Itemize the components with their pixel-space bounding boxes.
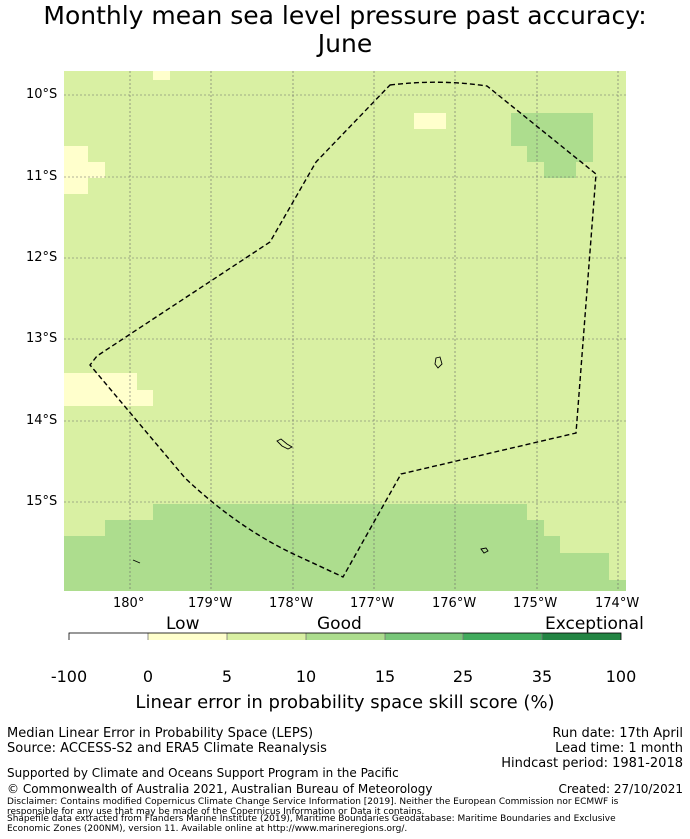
colorbar-bin [385,633,463,640]
lon-label: 174°W [595,596,640,611]
copyright-text: © Commonwealth of Australia 2021, Austra… [7,782,433,796]
lon-label: 177°W [350,596,395,611]
eez-boundary [89,81,597,578]
island-shape [276,438,293,450]
lon-label: 179°W [188,596,233,611]
green-region-south [64,504,626,591]
hindcast-period: Hindcast period: 1981-2018 [501,756,683,771]
low-cell [64,146,88,162]
colorbar-category-low: Low [166,614,200,634]
colorbar-label: Linear error in probability space skill … [135,692,555,713]
colorbar-tick: -100 [50,667,88,686]
low-cell [64,178,88,194]
disclaimer-text: Disclaimer: Contains modified Copernicus… [7,797,619,817]
lat-label: 14°S [26,413,58,428]
lat-label: 11°S [26,169,58,184]
colorbar-tick: 0 [142,667,154,686]
colorbar-tick: 35 [531,667,553,686]
green-cell [609,580,626,591]
colorbar-bin [542,633,621,640]
low-cell [64,162,105,178]
low-cell [153,71,170,80]
lead-time: Lead time: 1 month [555,741,683,756]
colorbar-bin [69,633,148,640]
lat-label: 15°S [26,494,58,509]
lon-label: 180° [113,596,145,611]
low-cell [64,390,153,406]
colorbar-frame [68,632,622,640]
islands [132,356,489,564]
created-date: Created: 27/10/2021 [558,782,683,796]
lat-label: 12°S [26,250,58,265]
colorbar [68,632,622,640]
title-line-2: June [317,29,373,58]
colorbar-tick: 25 [452,667,474,686]
island-shape [480,547,489,554]
colorbar-bin [463,633,542,640]
source-text: Source: ACCESS-S2 and ERA5 Climate Reana… [7,741,327,756]
colorbar-tick: 100 [605,667,637,686]
gridlines [64,71,626,591]
shapefile-credit: Shapefile data extracted from Flanders M… [7,814,616,834]
colorbar-tick: 15 [374,667,396,686]
colorbar-bin [148,633,227,640]
lon-label: 176°W [432,596,477,611]
high-skill-cells [64,113,626,591]
colorbar-tick: 5 [221,667,233,686]
green-cell [511,113,593,146]
low-cell [64,373,137,390]
colorbar-bin [306,633,385,640]
green-cell [544,162,576,178]
title-line-1: Monthly mean sea level pressure past acc… [43,1,647,30]
lat-label: 10°S [26,87,58,102]
lon-label: 175°W [513,596,558,611]
island-shape [434,356,443,369]
lon-label: 178°W [269,596,314,611]
colorbar-category-good: Good [317,614,362,634]
colorbar-category-exceptional: Exceptional [545,614,644,634]
run-date: Run date: 17th April [552,726,683,741]
lat-label: 13°S [26,331,58,346]
colorbar-bin [227,633,306,640]
chart-title: Monthly mean sea level pressure past acc… [0,2,690,58]
support-text: Supported by Climate and Oceans Support … [7,766,399,780]
metric-text: Median Linear Error in Probability Space… [7,726,314,741]
low-cell [414,113,446,129]
island-shape [132,559,141,564]
map-panel [64,71,626,591]
low-skill-cells [64,71,446,406]
map-figure [64,71,626,640]
colorbar-tick: 10 [295,667,317,686]
